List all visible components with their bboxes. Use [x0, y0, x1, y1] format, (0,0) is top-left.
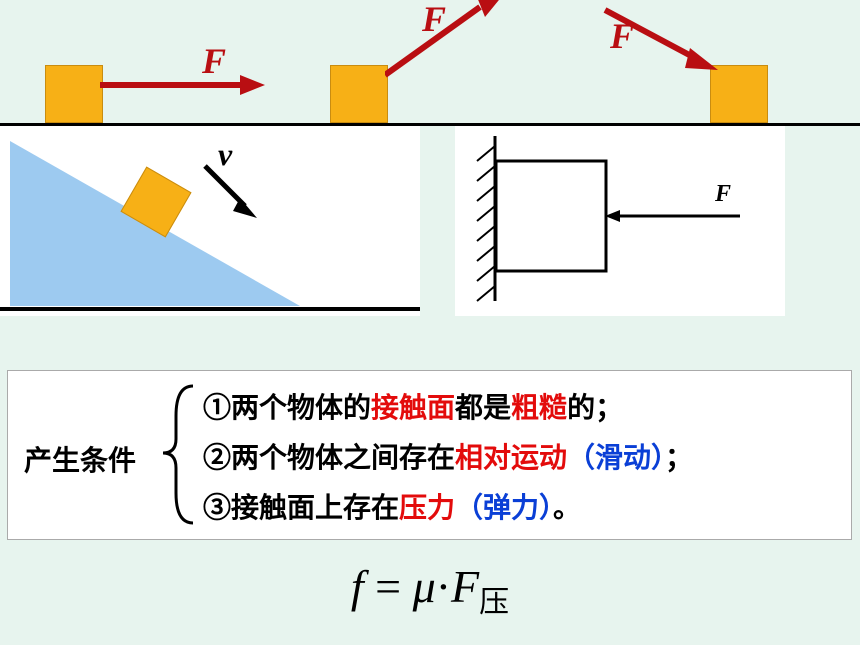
- c1-b: 接触面: [371, 393, 455, 424]
- formula-mu: μ: [413, 561, 436, 612]
- formula-F: F: [451, 561, 479, 612]
- c1-c: 都是: [455, 393, 511, 424]
- force-arrow-1: [100, 70, 270, 100]
- c2-b: 相对运动: [455, 443, 567, 474]
- formula-f: f: [351, 561, 364, 612]
- c2-a: ②两个物体之间存在: [203, 443, 455, 474]
- condition-1: ①两个物体的接触面都是粗糙的；: [203, 386, 623, 426]
- formula: f = μ·F压: [0, 560, 860, 621]
- c2-d: ；: [665, 443, 693, 474]
- c3-d: 。: [553, 493, 581, 524]
- block-2: [330, 65, 388, 123]
- wall-force-label: F: [715, 181, 731, 208]
- velocity-arrow: [195, 156, 275, 236]
- force-label-3: F: [610, 15, 634, 57]
- block-1: [45, 65, 103, 123]
- formula-sub: 压: [479, 586, 509, 619]
- formula-eq: =: [364, 561, 413, 612]
- force-arrow-2: [385, 0, 515, 95]
- c1-e: 的；: [567, 393, 623, 424]
- c2-c: （滑动）: [567, 443, 665, 474]
- top-diagram-region: F F F: [0, 0, 860, 125]
- force-label-1: F: [202, 40, 226, 82]
- c3-a: ③接触面上存在: [203, 493, 399, 524]
- incline-ground: [0, 307, 420, 311]
- condition-3: ③接触面上存在压力（弹力）。: [203, 486, 581, 526]
- incline-diagram: v: [0, 126, 420, 316]
- c1-d: 粗糙: [511, 393, 567, 424]
- condition-2: ②两个物体之间存在相对运动（滑动）；: [203, 436, 693, 476]
- wall-diagram: F: [455, 126, 785, 316]
- force-label-2: F: [422, 0, 446, 40]
- c3-c: （弹力）: [455, 493, 553, 524]
- bracket-icon: [158, 381, 198, 526]
- conditions-box: 产生条件 ①两个物体的接触面都是粗糙的； ②两个物体之间存在相对运动（滑动）； …: [7, 370, 852, 540]
- velocity-label: v: [218, 136, 232, 173]
- c3-b: 压力: [399, 493, 455, 524]
- c1-a: ①两个物体的: [203, 393, 371, 424]
- conditions-title: 产生条件: [24, 439, 136, 479]
- formula-dot: ·: [436, 561, 451, 612]
